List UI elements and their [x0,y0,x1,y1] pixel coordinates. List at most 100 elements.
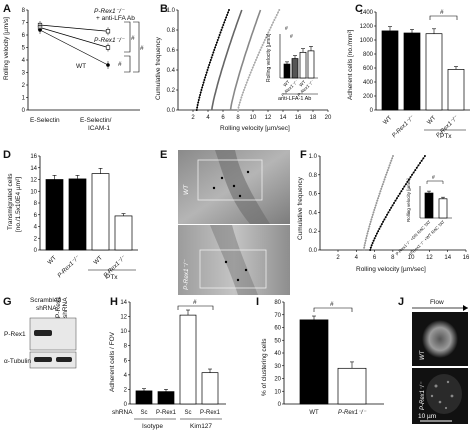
bar [201,372,219,405]
panel-h-bars: Sc P-Rex1 Sc P-Rex1 [135,309,221,416]
panel-g-col2: P-Rex1 [55,296,62,318]
panel-d-yticks: 16 14 12 10 8 6 4 2 0 [30,154,40,254]
x-tick-label: 2 [336,255,340,261]
panel-h-label: H [110,296,118,308]
panel-f-inset-hash: # [432,175,435,181]
y-tick-label: 16 [30,154,37,160]
panel-h: H 14 12 10 8 6 4 2 0 Adherent cells / FOV Sc P-R… [109,296,226,430]
series-point [38,28,42,32]
bar-label: WT [309,410,319,416]
y-tick-label: 5 [22,46,26,52]
y-tick-label: 0.6 [167,48,176,54]
y-tick-label: 0.8 [309,173,318,179]
y-tick-label: 8 [124,344,128,350]
panel-d-label: D [3,149,11,161]
series-line [39,29,109,66]
panel-a-hash-2: # [118,61,122,68]
bar-label: WT [383,115,394,126]
bar [424,192,434,219]
panel-f-yticks: 1.0 0.8 0.6 0.4 0.2 0.0 [309,154,320,254]
panel-a-lines [37,21,111,69]
bar [425,33,443,111]
panel-f: F 1.0 0.8 0.6 0.4 0.2 0.0 2 4 6 8 10 12 14 16 Cumula… [297,149,470,273]
y-tick-label: 1 [22,96,26,102]
y-tick-label: 12 [30,178,37,184]
bar [438,198,448,219]
panel-i-bars: WT P-Rex1⁻/⁻ [299,315,367,416]
panel-g-col2b: shRNA [62,297,69,318]
flow-arrow-icon [463,305,468,311]
y-tick-label: 6 [22,33,26,39]
x-tick-label: 4 [206,115,210,121]
y-tick-label: 0 [22,108,26,114]
x-tick-label: 14 [280,115,287,121]
panel-a-hash-3: # [140,45,144,52]
y-tick-label: 0.0 [167,108,176,114]
bar-label: Sc [140,410,147,416]
cdf-curve [229,9,262,111]
cdf-curve [196,9,230,111]
panel-e: E WT P-Rex1⁻/⁻ [160,149,290,295]
panel-c-yticks: 1400 1200 1000 800 600 400 200 0 [360,10,376,114]
y-tick-label: 0 [124,402,128,408]
y-tick-label: 0.4 [309,210,318,216]
panel-c-label: C [355,3,363,15]
panel-a-ylabel: Rolling velocity [µm/s] [3,17,10,80]
panel-b-yticks: 1.0 0.8 0.6 0.4 0.2 0.0 [167,8,178,114]
cdf-curve [369,155,426,251]
panel-g: G Scrambled shRNA P-Rex1 shRNA P-Rex1 α-… [3,296,77,369]
y-tick-label: 6 [34,213,38,219]
y-tick-label: 0.4 [167,68,176,74]
y-tick-label: 0 [278,402,282,408]
y-tick-label: 0.2 [309,229,318,235]
cdf-point [195,109,198,111]
panel-i-yticks: 80 70 60 50 40 30 20 10 0 [274,300,284,408]
x-tick-label: 16 [295,115,302,121]
panel-a-legend-lfa: P-Rex1⁻/⁻ [94,8,125,15]
bar [179,314,197,405]
panel-g-row1: P-Rex1 [4,331,26,338]
bar [283,63,291,79]
panel-c-bars: WTP-Rex1⁻/⁻ WTP-Rex1⁻/⁻ [381,26,465,139]
cdf-curve [237,9,280,111]
panel-b-inset-group: anti-LFA-1 Ab [278,96,311,102]
panel-d-group: PTx [106,274,118,281]
x-tick-label: 6 [221,115,225,121]
y-tick-label: 0.8 [167,28,176,34]
y-tick-label: 50 [274,338,281,344]
x-tick-label: 16 [463,255,470,261]
panel-d-ylabel-2: [no./1.5x10E4 µm²] [15,177,22,232]
y-tick-label: 70 [274,313,281,319]
x-tick-label: 8 [236,115,240,121]
panel-g-row2: α-Tubulin [4,358,31,365]
y-tick-label: 800 [363,52,374,58]
panel-f-xticks: 2 4 6 8 10 12 14 16 [336,250,470,261]
y-tick-label: 0 [34,248,38,254]
panel-a-legend-prex: P-Rex1⁻/⁻ [94,37,125,44]
cdf-curve [363,155,394,251]
y-tick-label: 4 [22,58,26,64]
x-tick-label: 2 [191,115,195,121]
panel-j-wt: WT [420,349,426,360]
panel-g-label: G [3,296,12,308]
y-tick-label: 8 [22,8,26,14]
y-tick-label: 40 [274,351,281,357]
panel-f-inset-ylabel: Rolling velocity [µm/s] [406,178,411,222]
panel-c-group: PTx [440,133,452,140]
panel-h-shrna: shRNA [112,409,133,416]
x-tick-label: 18 [310,115,317,121]
panel-j-prex: P-Rex1⁻/⁻ [420,381,426,410]
y-tick-label: 7 [22,21,26,27]
bar-label: WT [47,255,58,266]
y-tick-label: 6 [124,358,128,364]
inset-bar-label: P-Rex1⁻/⁻ [296,79,315,98]
panel-g-col1: Scrambled [30,297,61,304]
panel-h-group-1: Isotype [142,423,163,430]
x-tick-label: 12 [265,115,272,121]
panel-a-xlabel-2: E-Selectin/ [80,117,112,124]
panel-i-hash: # [330,301,334,308]
inset-bar-label: WT [298,79,307,88]
y-tick-label: 600 [363,66,374,72]
